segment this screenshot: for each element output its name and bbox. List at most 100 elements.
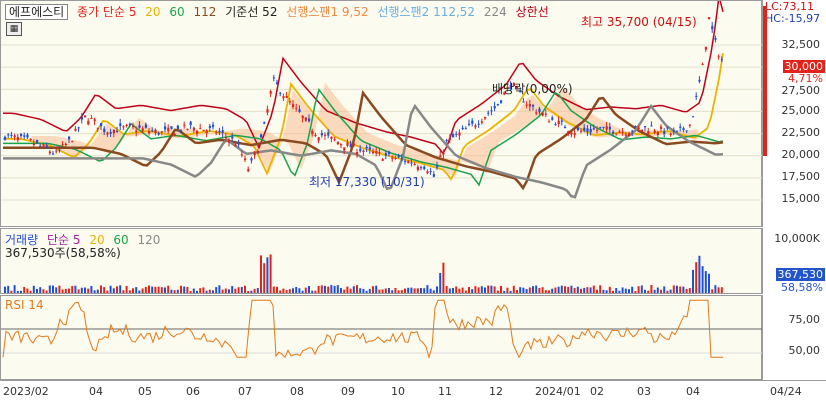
candle-body — [391, 157, 394, 159]
volume-bar — [205, 290, 208, 293]
candle-body — [247, 169, 250, 172]
volume-bar — [452, 288, 454, 293]
candle-body — [13, 135, 16, 138]
volume-bar — [381, 289, 384, 293]
hc-label: HC:-15,97 — [765, 12, 821, 25]
volume-bar — [173, 290, 176, 293]
rsi-tick: 75,00 — [788, 313, 821, 326]
candle-body — [157, 133, 160, 135]
candle-body — [74, 128, 77, 131]
volume-bar — [564, 286, 566, 293]
volume-ma5: 단순 5 — [46, 233, 81, 247]
volume-bar — [349, 288, 352, 293]
volume-axis[interactable]: 10,000K 367,530 58,58% — [762, 228, 826, 294]
candle-body — [167, 127, 170, 132]
date-axis[interactable]: 2023/02 04 05 06 07 08 09 10 11 12 2024/… — [0, 380, 826, 405]
volume-bar — [682, 286, 685, 293]
volume-bar — [720, 287, 723, 293]
candle-body — [304, 117, 307, 121]
candle-body — [90, 118, 93, 120]
current-price-tag: 30,000 — [782, 60, 825, 73]
volume-bar — [343, 289, 346, 293]
candle-body — [404, 161, 407, 163]
candle-body — [192, 127, 195, 131]
candle-body — [48, 151, 51, 154]
candle-body — [676, 130, 679, 132]
candle-body — [196, 130, 199, 134]
volume-bar — [48, 285, 51, 293]
volume-bar — [519, 287, 522, 293]
volume-bar — [711, 289, 714, 293]
rsi-chart-panel[interactable]: RSI 14 — [0, 295, 763, 381]
candle-body — [205, 130, 208, 134]
volume-bar — [90, 285, 93, 293]
candle-body — [580, 130, 583, 132]
date-label: 2023/02 — [3, 385, 49, 398]
candle-body — [58, 149, 61, 151]
volume-bar — [135, 287, 138, 293]
legend-ma224: 224 — [483, 5, 507, 19]
candle-body — [39, 145, 42, 147]
volume-bar — [10, 290, 13, 293]
candle-body — [154, 129, 157, 134]
candle-body — [244, 158, 247, 161]
candle-body — [484, 117, 487, 119]
volume-bar — [64, 288, 67, 293]
volume-bar — [423, 288, 426, 293]
volume-bar — [407, 287, 410, 293]
candle-body — [256, 151, 259, 154]
volume-chart-panel[interactable]: 거래량 단순 5 20 60 120 367,530주(58,58%) — [0, 228, 762, 294]
volume-bar — [122, 290, 125, 293]
candle-body — [605, 126, 608, 130]
volume-bar — [567, 286, 570, 293]
volume-bar — [288, 289, 291, 293]
volume-bar — [266, 257, 269, 293]
grid-table-icon[interactable]: ▦ — [6, 22, 22, 36]
volume-bar — [228, 289, 230, 293]
volume-bar — [464, 290, 467, 293]
candle-body — [365, 146, 368, 149]
volume-bar — [592, 285, 595, 293]
volume-bar — [154, 286, 157, 293]
volume-bar — [404, 288, 406, 293]
candle-body — [682, 128, 685, 130]
candle-body — [516, 87, 519, 89]
price-chart-canvas[interactable] — [1, 1, 763, 228]
volume-bar — [442, 262, 445, 293]
volume-bar — [653, 289, 656, 293]
candle-body — [644, 126, 647, 128]
candle-body — [16, 137, 19, 141]
volume-bar — [7, 285, 10, 293]
volume-bar — [352, 286, 355, 293]
volume-bar — [391, 290, 394, 293]
candle-body — [215, 132, 218, 134]
volume-bar — [666, 290, 669, 293]
legend-ma20: 20 — [145, 5, 161, 19]
volume-bar — [708, 273, 710, 293]
volume-title: 거래량 — [5, 233, 39, 247]
volume-bar — [212, 290, 214, 293]
volume-bar — [29, 290, 32, 293]
volume-bar — [45, 290, 48, 293]
volume-bar — [301, 290, 304, 293]
volume-bar — [183, 286, 186, 293]
rsi-axis[interactable]: 75,00 50,00 — [762, 295, 826, 380]
candle-body — [362, 150, 365, 152]
candle-body — [480, 121, 483, 123]
candle-body — [554, 124, 557, 126]
date-label: 03 — [637, 385, 651, 398]
stock-name[interactable]: 에프에스티 — [5, 4, 69, 20]
volume-bar — [372, 286, 374, 293]
candle-body — [519, 90, 522, 93]
date-label: 04 — [686, 385, 700, 398]
volume-bar — [272, 286, 275, 293]
volume-chart-canvas[interactable] — [1, 229, 763, 295]
candle-body — [368, 147, 371, 150]
volume-bar — [282, 288, 285, 293]
price-axis[interactable]: LC:73,11 HC:-15,97 32,500 30,000 4,71% 2… — [762, 0, 826, 227]
volume-bar — [608, 286, 611, 293]
volume-bar — [119, 285, 122, 293]
price-chart-panel[interactable]: 에프에스티 종가 단순 5 20 60 112 기준선 52 선행스팬1 9,5… — [0, 0, 763, 228]
candle-body — [106, 132, 109, 135]
rsi-chart-canvas[interactable] — [1, 296, 763, 381]
